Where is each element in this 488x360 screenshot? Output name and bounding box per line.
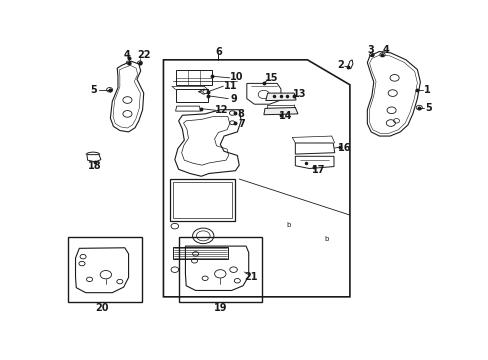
Text: 9: 9 <box>230 94 237 104</box>
Text: 6: 6 <box>215 48 222 57</box>
Text: 4: 4 <box>382 45 389 55</box>
Text: b: b <box>286 222 290 228</box>
Bar <box>175 70 211 85</box>
Polygon shape <box>264 108 297 115</box>
Text: 22: 22 <box>137 50 150 60</box>
Text: 20: 20 <box>95 303 109 314</box>
Text: 8: 8 <box>237 109 244 119</box>
Text: 14: 14 <box>278 111 292 121</box>
Bar <box>68 237 142 302</box>
Text: 12: 12 <box>214 105 228 115</box>
Text: 15: 15 <box>264 73 278 84</box>
Text: 5: 5 <box>425 103 431 113</box>
Text: 18: 18 <box>88 161 102 171</box>
Text: 11: 11 <box>224 81 237 91</box>
Text: 13: 13 <box>292 90 306 99</box>
Text: 21: 21 <box>244 273 257 283</box>
Text: 1: 1 <box>424 85 430 95</box>
Bar <box>178 237 262 302</box>
Text: 19: 19 <box>213 303 226 314</box>
Text: 10: 10 <box>229 72 243 82</box>
Text: b: b <box>324 236 328 242</box>
Text: 7: 7 <box>238 118 245 129</box>
Text: 4: 4 <box>124 50 131 60</box>
Text: 17: 17 <box>311 165 325 175</box>
Text: 5: 5 <box>90 85 97 95</box>
Bar <box>173 247 227 259</box>
Text: 16: 16 <box>337 143 351 153</box>
Text: 2: 2 <box>337 60 344 70</box>
Bar <box>175 90 207 102</box>
Polygon shape <box>265 93 296 100</box>
Text: 3: 3 <box>367 45 374 55</box>
